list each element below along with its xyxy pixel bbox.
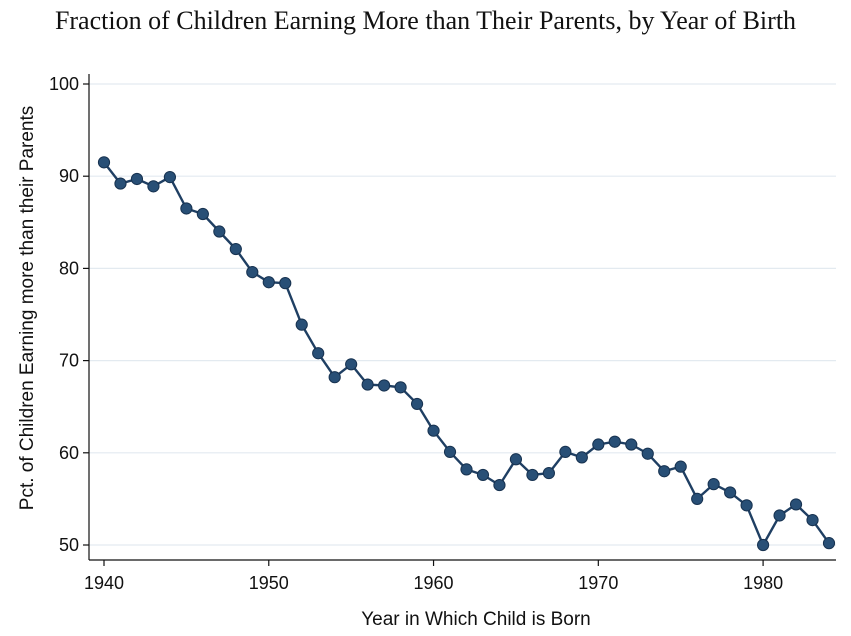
data-point xyxy=(328,371,341,384)
data-point xyxy=(279,277,292,290)
data-point xyxy=(542,466,555,480)
data-point xyxy=(410,397,424,411)
data-point xyxy=(246,265,259,279)
data-point xyxy=(147,180,160,193)
data-point xyxy=(789,498,803,511)
data-point xyxy=(476,468,490,482)
axes xyxy=(88,74,836,561)
data-point xyxy=(345,358,358,371)
data-point xyxy=(526,468,539,482)
data-point xyxy=(806,514,819,527)
y-tick-label: 100 xyxy=(49,74,79,94)
data-point xyxy=(213,225,226,238)
x-tick-label: 1980 xyxy=(743,573,783,593)
data-point xyxy=(559,445,572,458)
data-point xyxy=(822,537,836,550)
y-tick-label: 50 xyxy=(59,535,79,555)
data-point xyxy=(509,453,523,466)
series-line xyxy=(103,161,830,547)
data-point xyxy=(724,486,737,499)
chart-title: Fraction of Children Earning More than T… xyxy=(54,6,797,35)
data-point xyxy=(394,381,407,394)
y-tick-label: 90 xyxy=(59,166,79,186)
data-point xyxy=(707,478,720,491)
gridlines xyxy=(89,83,836,546)
x-tick-label: 1970 xyxy=(578,573,618,593)
x-tick-label: 1940 xyxy=(84,573,124,593)
y-axis-title: Pct. of Children Earning more than their… xyxy=(17,106,38,510)
data-point xyxy=(295,318,308,331)
y-tick-label: 70 xyxy=(59,351,79,371)
x-tick-label: 1960 xyxy=(414,573,454,593)
data-point xyxy=(97,156,111,169)
data-point xyxy=(674,460,687,473)
data-point xyxy=(163,171,177,184)
data-point xyxy=(493,478,506,492)
data-point xyxy=(196,207,209,221)
x-axis-title: Year in Which Child is Born xyxy=(361,609,591,630)
data-point xyxy=(658,465,671,478)
data-point xyxy=(130,172,144,186)
data-point xyxy=(427,424,440,437)
data-point xyxy=(641,447,654,460)
y-tick-label: 60 xyxy=(59,443,79,463)
data-point xyxy=(443,445,457,458)
data-point xyxy=(180,202,193,215)
y-tick-label: 80 xyxy=(59,258,79,278)
data-point xyxy=(460,463,473,476)
x-tick-label: 1950 xyxy=(249,573,289,593)
data-point xyxy=(229,242,242,256)
data-point xyxy=(608,435,621,448)
data-point xyxy=(378,379,391,392)
data-point xyxy=(114,177,127,190)
data-point xyxy=(575,451,588,464)
data-point xyxy=(691,492,704,505)
data-point xyxy=(592,438,605,451)
data-point xyxy=(756,538,770,552)
data-point xyxy=(625,438,638,451)
data-point xyxy=(312,347,325,360)
data-point xyxy=(361,378,374,391)
data-point xyxy=(740,499,753,512)
data-point xyxy=(262,276,275,289)
data-point xyxy=(773,509,786,522)
series-group xyxy=(97,156,836,552)
ticks: 50 60 70 80 90 100 1940 1950 1960 1970 1980 xyxy=(49,74,783,593)
